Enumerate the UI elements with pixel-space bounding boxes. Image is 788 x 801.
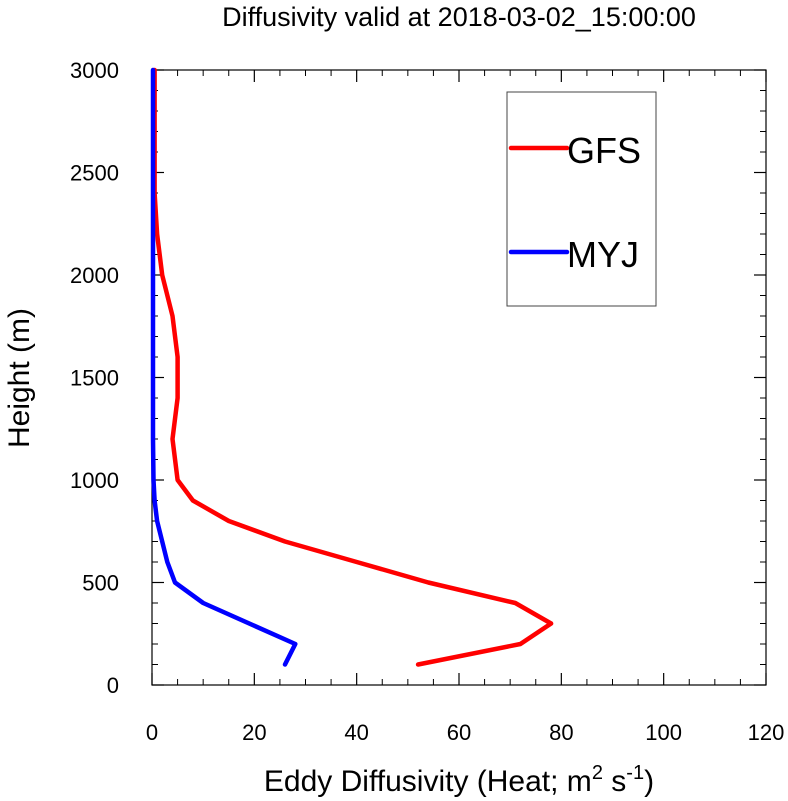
series-line-myj (150, 67, 298, 667)
y-tick-label: 2000 (70, 263, 119, 288)
chart-title: Diffusivity valid at 2018-03-02_15:00:00 (222, 2, 696, 32)
y-tick-label: 1500 (70, 366, 119, 391)
x-tick-label: 0 (146, 720, 158, 745)
x-tick-label: 20 (242, 720, 266, 745)
plot-frame (151, 69, 767, 686)
y-tick-label: 500 (82, 571, 119, 596)
x-axis-label: Eddy Diffusivity (Heat; m2 s-1) (264, 762, 654, 798)
y-tick-label: 3000 (70, 58, 119, 83)
x-tick-label: 100 (645, 720, 682, 745)
minor-ticks (152, 70, 766, 685)
series-lines (150, 67, 554, 667)
major-ticks (151, 69, 767, 686)
legend-box (506, 91, 657, 307)
legend: GFS MYJ (506, 91, 657, 307)
series-line-gfs (152, 67, 554, 667)
x-tick-labels: 0 20 40 60 80 100 120 (146, 720, 784, 745)
plot-border (151, 69, 767, 686)
y-tick-labels: 0 500 1000 1500 2000 2500 3000 (70, 58, 119, 698)
legend-label-myj: MYJ (567, 234, 639, 275)
y-tick-label: 2500 (70, 161, 119, 186)
y-axis-label: Height (m) (3, 308, 36, 448)
legend-label-gfs: GFS (567, 130, 641, 171)
x-tick-label: 40 (344, 720, 368, 745)
x-tick-label: 120 (748, 720, 785, 745)
y-tick-label: 1000 (70, 468, 119, 493)
y-tick-label: 0 (107, 673, 119, 698)
x-tick-label: 80 (549, 720, 573, 745)
x-tick-label: 60 (447, 720, 471, 745)
